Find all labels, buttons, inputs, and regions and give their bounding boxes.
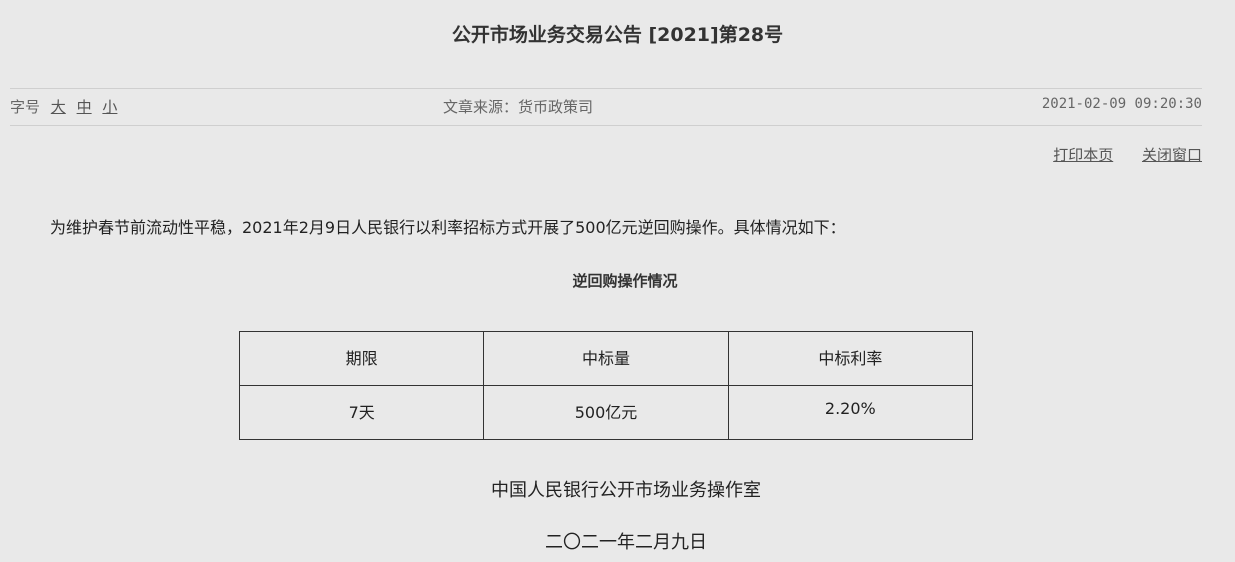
publish-timestamp: 2021-02-09 09:20:30 bbox=[1041, 96, 1202, 112]
divider bbox=[10, 88, 1202, 89]
article-source: 文章来源：货币政策司 bbox=[443, 98, 594, 116]
signature: 中国人民银行公开市场业务操作室 bbox=[491, 480, 761, 501]
cell-term: 7天 bbox=[238, 385, 485, 440]
font-size-label: 字号 bbox=[10, 98, 41, 116]
table-caption: 逆回购操作情况 bbox=[572, 272, 678, 290]
header-rate: 中标利率 bbox=[727, 331, 974, 386]
page-tools: 打印本页 关闭窗口 bbox=[1029, 144, 1202, 165]
meta-bar: 字号 大 中 小 文章来源：货币政策司 2021-02-09 09:20:30 bbox=[10, 96, 1202, 118]
table-row: 7天 500亿元 2.20% bbox=[238, 385, 974, 440]
header-amount: 中标量 bbox=[483, 331, 729, 386]
divider bbox=[10, 125, 1202, 126]
operation-table: 期限 中标量 中标利率 7天 500亿元 2.20% bbox=[238, 331, 974, 440]
font-size-controls: 字号 大 中 小 bbox=[10, 96, 117, 117]
cell-rate: 2.20% bbox=[727, 385, 974, 440]
close-window-link[interactable]: 关闭窗口 bbox=[1141, 146, 1202, 164]
signature-date: 二〇二一年二月九日 bbox=[545, 532, 707, 553]
font-size-small-link[interactable]: 小 bbox=[102, 98, 118, 116]
table-header-row: 期限 中标量 中标利率 bbox=[238, 331, 974, 386]
print-page-link[interactable]: 打印本页 bbox=[1053, 146, 1114, 164]
cell-amount: 500亿元 bbox=[483, 385, 729, 440]
font-size-medium-link[interactable]: 中 bbox=[76, 98, 92, 116]
page-title: 公开市场业务交易公告 [2021]第28号 bbox=[451, 24, 784, 46]
intro-paragraph: 为维护春节前流动性平稳，2021年2月9日人民银行以利率招标方式开展了500亿元… bbox=[50, 218, 846, 237]
font-size-large-link[interactable]: 大 bbox=[50, 98, 66, 116]
header-term: 期限 bbox=[238, 331, 485, 386]
